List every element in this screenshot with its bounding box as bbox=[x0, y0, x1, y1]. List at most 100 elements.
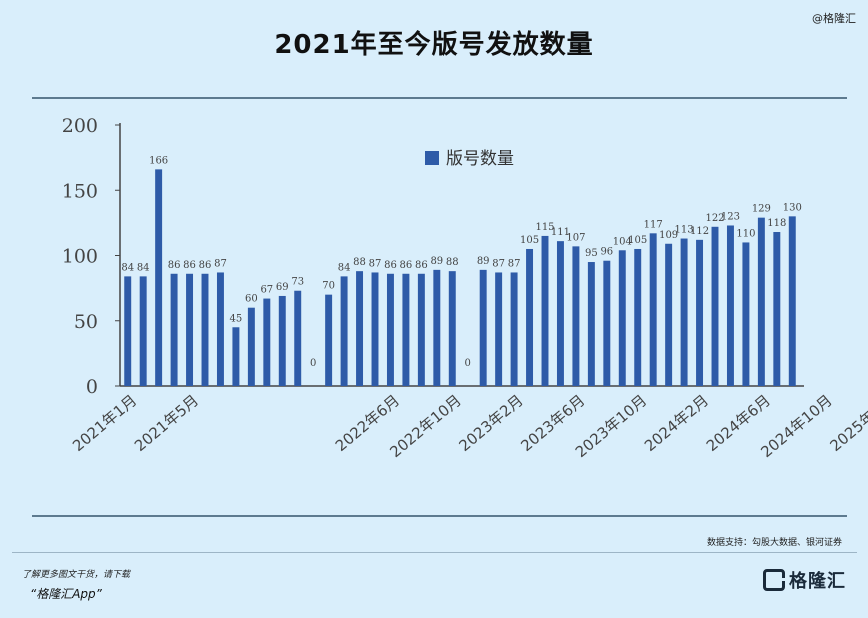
data-label: 84 bbox=[121, 262, 134, 273]
bar bbox=[634, 248, 642, 386]
y-tick-label: 100 bbox=[62, 246, 98, 268]
data-label: 130 bbox=[783, 202, 802, 213]
bar bbox=[587, 262, 595, 386]
brand-name: 格隆汇 bbox=[789, 571, 846, 592]
data-label: 105 bbox=[628, 235, 647, 246]
x-tick-label: 2021年1月 bbox=[69, 391, 140, 455]
data-label: 118 bbox=[767, 218, 786, 229]
bar bbox=[417, 273, 425, 386]
legend-swatch bbox=[425, 151, 439, 165]
data-label: 109 bbox=[659, 230, 678, 241]
data-label: 88 bbox=[353, 257, 366, 268]
bottom-divider bbox=[32, 515, 847, 517]
data-label: 86 bbox=[183, 260, 196, 271]
bar bbox=[139, 276, 147, 386]
bar bbox=[170, 273, 178, 386]
data-label: 104 bbox=[613, 236, 632, 247]
data-label: 86 bbox=[168, 260, 181, 271]
bar bbox=[665, 243, 673, 386]
data-label: 89 bbox=[477, 256, 490, 267]
data-label: 113 bbox=[675, 225, 694, 236]
bar bbox=[294, 290, 302, 386]
data-label: 88 bbox=[446, 257, 459, 268]
footer-divider bbox=[12, 552, 857, 553]
bar bbox=[526, 248, 534, 386]
bar bbox=[356, 271, 364, 386]
data-label: 67 bbox=[260, 285, 273, 296]
bar bbox=[510, 272, 518, 386]
data-label: 69 bbox=[276, 282, 289, 293]
data-label: 86 bbox=[400, 260, 413, 271]
data-label: 45 bbox=[230, 313, 243, 324]
data-label: 89 bbox=[430, 256, 443, 267]
data-label: 129 bbox=[752, 204, 771, 215]
bar bbox=[186, 273, 194, 386]
data-label: 115 bbox=[535, 222, 554, 233]
data-label: 87 bbox=[492, 258, 505, 269]
data-label: 95 bbox=[585, 248, 598, 259]
data-label: 107 bbox=[566, 232, 585, 243]
data-label: 111 bbox=[551, 227, 570, 238]
bar bbox=[680, 238, 688, 386]
data-label: 123 bbox=[721, 211, 740, 222]
chart-title: 2021年至今版号发放数量 bbox=[274, 30, 594, 60]
bar bbox=[216, 272, 224, 386]
data-label: 70 bbox=[322, 281, 335, 292]
bar bbox=[433, 269, 441, 386]
bar bbox=[371, 272, 379, 386]
bar bbox=[495, 272, 503, 386]
bar bbox=[201, 273, 209, 386]
data-label: 96 bbox=[600, 247, 613, 258]
bar bbox=[247, 307, 255, 386]
bar bbox=[340, 276, 348, 386]
bar bbox=[232, 327, 240, 386]
bar bbox=[788, 216, 796, 386]
data-label: 0 bbox=[310, 358, 316, 369]
data-label: 60 bbox=[245, 294, 258, 305]
data-label: 73 bbox=[291, 277, 304, 288]
data-label: 86 bbox=[384, 260, 397, 271]
data-source: 数据支持：勾股大数据、银河证券 bbox=[706, 538, 842, 548]
y-tick-label: 200 bbox=[62, 115, 98, 137]
data-label: 112 bbox=[690, 226, 709, 237]
x-tick-label: 2025年2月 bbox=[826, 391, 868, 455]
data-label: 87 bbox=[369, 258, 382, 269]
x-tick-label: 2024年2月 bbox=[641, 391, 712, 455]
x-tick-label: 2021年5月 bbox=[131, 391, 202, 455]
bar bbox=[325, 294, 333, 386]
bar bbox=[124, 276, 132, 386]
bar bbox=[711, 226, 719, 386]
data-label: 87 bbox=[508, 258, 521, 269]
y-tick-label: 50 bbox=[74, 311, 98, 333]
legend-label: 版号数量 bbox=[446, 149, 514, 169]
bar bbox=[757, 217, 765, 386]
data-label: 84 bbox=[137, 262, 150, 273]
bar bbox=[278, 295, 286, 386]
bar bbox=[479, 269, 487, 386]
bar bbox=[155, 169, 163, 386]
footer-app-name: “格隆汇App” bbox=[30, 587, 102, 601]
data-label: 0 bbox=[465, 358, 471, 369]
data-label: 122 bbox=[705, 213, 724, 224]
bar bbox=[742, 242, 750, 386]
top-divider bbox=[32, 97, 847, 99]
bar bbox=[541, 235, 549, 386]
bar bbox=[402, 273, 410, 386]
bar bbox=[263, 298, 271, 386]
bar bbox=[572, 246, 580, 386]
bar bbox=[556, 241, 564, 386]
bar bbox=[386, 273, 394, 386]
brand-logo: 格隆汇 bbox=[763, 567, 846, 593]
bar bbox=[448, 271, 456, 386]
footer-note: 了解更多图文干货，请下载 bbox=[22, 570, 131, 580]
x-tick-label: 2023年2月 bbox=[456, 391, 527, 455]
data-label: 166 bbox=[149, 155, 168, 166]
data-label: 117 bbox=[644, 219, 663, 230]
brand-g-icon bbox=[763, 569, 785, 591]
bar bbox=[773, 232, 781, 386]
bar bbox=[649, 233, 657, 386]
data-label: 86 bbox=[415, 260, 428, 271]
data-label: 105 bbox=[520, 235, 539, 246]
